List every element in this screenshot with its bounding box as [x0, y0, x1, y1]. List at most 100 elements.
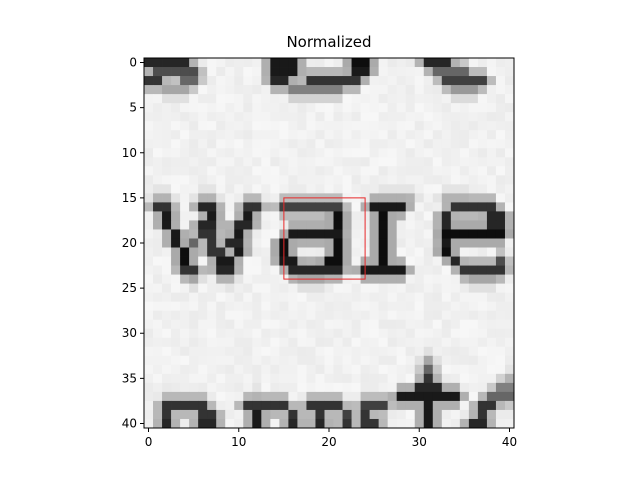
heatmap-cell [405, 400, 416, 411]
heatmap-cell [225, 202, 235, 212]
heatmap-cell [270, 418, 280, 429]
heatmap-cell [189, 265, 199, 275]
heatmap-cell [423, 364, 434, 375]
heatmap-cell [162, 58, 172, 68]
heatmap-cell [180, 265, 190, 275]
heatmap-cell [243, 292, 253, 303]
heatmap-cell [360, 310, 371, 321]
heatmap-cell [477, 229, 488, 239]
heatmap-cell [504, 301, 515, 312]
heatmap-cell [504, 355, 515, 366]
heatmap-cell [432, 112, 443, 122]
x-tick-label: 30 [412, 435, 427, 449]
heatmap-cell [387, 238, 398, 248]
heatmap-cell [216, 175, 226, 185]
heatmap-cell [333, 112, 343, 122]
heatmap-cell [234, 292, 244, 303]
heatmap-cell [387, 85, 398, 95]
heatmap-cell [378, 184, 389, 194]
heatmap-cell [288, 139, 298, 149]
heatmap-cell [477, 283, 488, 294]
heatmap-cell [495, 292, 506, 303]
heatmap-cell [306, 265, 316, 275]
heatmap-cell [468, 94, 479, 104]
heatmap-cell [459, 364, 470, 375]
heatmap-cell [387, 148, 398, 158]
heatmap-cell [162, 85, 172, 95]
heatmap-cell [477, 193, 488, 203]
heatmap-cell [153, 247, 163, 257]
heatmap-cell [423, 94, 434, 104]
heatmap-cell [225, 193, 235, 203]
heatmap-cell [414, 265, 425, 275]
heatmap-cell [288, 319, 298, 330]
heatmap-cell [153, 418, 163, 429]
heatmap-cell [315, 94, 325, 104]
heatmap-cell [144, 229, 154, 239]
heatmap-cell [171, 418, 181, 429]
heatmap-cell [432, 202, 443, 212]
heatmap-cell [279, 301, 289, 312]
heatmap-cell [243, 247, 253, 257]
heatmap-cell [378, 283, 389, 294]
heatmap-cell [261, 382, 271, 393]
heatmap-cell [387, 265, 398, 275]
heatmap-cell [342, 373, 352, 384]
heatmap-cell [405, 355, 416, 366]
heatmap-cell [225, 310, 235, 321]
heatmap-cell [252, 400, 262, 411]
heatmap-cell [252, 364, 262, 375]
heatmap-cell [450, 337, 461, 348]
heatmap-cell [360, 382, 371, 393]
heatmap-cell [432, 256, 443, 266]
heatmap-cell [324, 157, 334, 167]
heatmap-cell [243, 310, 253, 321]
heatmap-cell [360, 292, 371, 303]
heatmap-cell [396, 58, 407, 68]
heatmap-cell [387, 211, 398, 221]
heatmap-cell [297, 400, 307, 411]
heatmap-cell [252, 319, 262, 330]
heatmap-cell [441, 391, 452, 402]
heatmap-cell [378, 364, 389, 375]
heatmap-cell [459, 157, 470, 167]
heatmap-cell [198, 274, 208, 285]
heatmap-cell [324, 346, 334, 357]
heatmap-cell [414, 283, 425, 294]
heatmap-cell [423, 292, 434, 303]
heatmap-cell [342, 184, 352, 194]
heatmap-cell [189, 139, 199, 149]
heatmap-cell [450, 94, 461, 104]
heatmap-cell [180, 283, 190, 294]
heatmap-cell [324, 148, 334, 158]
heatmap-cell [198, 220, 208, 230]
heatmap-cell [180, 58, 190, 68]
heatmap-cell [486, 157, 497, 167]
heatmap-cell [351, 103, 361, 113]
heatmap-cell [450, 319, 461, 330]
heatmap-cell [180, 346, 190, 357]
heatmap-cell [189, 238, 199, 248]
heatmap-cell [252, 382, 262, 393]
heatmap-cell [234, 148, 244, 158]
heatmap-cell [405, 76, 416, 86]
heatmap-cell [171, 256, 181, 266]
heatmap-cell [297, 112, 307, 122]
heatmap-cell [441, 310, 452, 321]
heatmap-cell [288, 58, 298, 68]
heatmap-cell [459, 175, 470, 185]
heatmap-cell [369, 67, 380, 77]
heatmap-cell [486, 76, 497, 86]
heatmap-cell [180, 184, 190, 194]
heatmap-cell [405, 238, 416, 248]
heatmap-cell [486, 148, 497, 158]
heatmap-cell [324, 112, 334, 122]
heatmap-cell [198, 418, 208, 429]
heatmap-cell [252, 85, 262, 95]
heatmap-cell [153, 373, 163, 384]
heatmap-cell [333, 184, 343, 194]
heatmap-cell [162, 130, 172, 140]
heatmap-cell [333, 301, 343, 312]
heatmap-cell [468, 409, 479, 420]
heatmap-cell [162, 319, 172, 330]
